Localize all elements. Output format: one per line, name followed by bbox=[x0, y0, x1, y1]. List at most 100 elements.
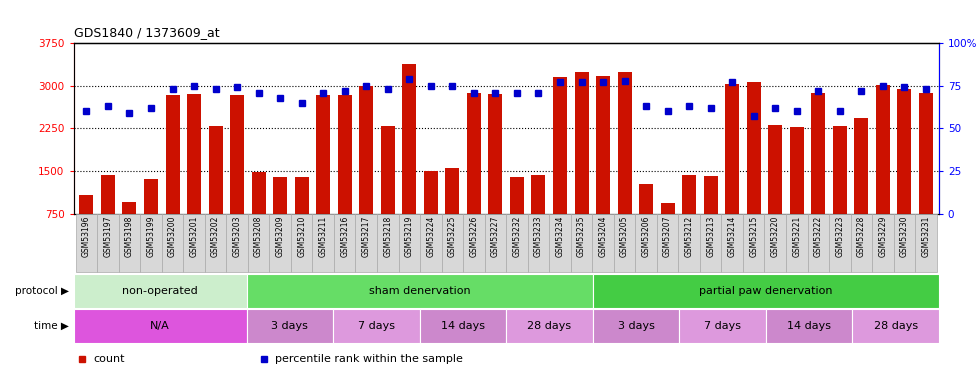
Bar bbox=[97, 214, 119, 272]
Text: GSM53213: GSM53213 bbox=[707, 216, 715, 257]
Text: count: count bbox=[93, 354, 124, 364]
Text: GSM53212: GSM53212 bbox=[685, 216, 694, 257]
Bar bbox=[419, 309, 506, 343]
Bar bbox=[140, 214, 162, 272]
Text: GSM53227: GSM53227 bbox=[491, 216, 500, 257]
Bar bbox=[377, 214, 399, 272]
Text: GSM53218: GSM53218 bbox=[383, 216, 392, 257]
Text: GSM53206: GSM53206 bbox=[642, 216, 651, 257]
Bar bbox=[679, 309, 765, 343]
Bar bbox=[166, 95, 179, 214]
Text: GSM53210: GSM53210 bbox=[297, 216, 306, 257]
Bar bbox=[247, 274, 593, 308]
Bar bbox=[75, 214, 97, 272]
Text: GSM53229: GSM53229 bbox=[878, 216, 887, 257]
Bar bbox=[403, 64, 416, 214]
Text: GSM53201: GSM53201 bbox=[189, 216, 199, 257]
Text: GSM53219: GSM53219 bbox=[405, 216, 414, 257]
Bar bbox=[445, 168, 460, 214]
Text: non-operated: non-operated bbox=[122, 286, 198, 296]
Text: GSM53216: GSM53216 bbox=[340, 216, 349, 257]
Text: 14 days: 14 days bbox=[787, 321, 831, 331]
Text: GSM53217: GSM53217 bbox=[362, 216, 370, 257]
Text: GSM53199: GSM53199 bbox=[146, 216, 156, 257]
Bar bbox=[725, 84, 739, 214]
Text: GSM53197: GSM53197 bbox=[104, 216, 113, 257]
Text: GSM53230: GSM53230 bbox=[900, 216, 908, 257]
Bar bbox=[360, 86, 373, 214]
Bar bbox=[894, 214, 915, 272]
Bar bbox=[876, 85, 890, 214]
Bar bbox=[915, 214, 937, 272]
Text: GSM53203: GSM53203 bbox=[232, 216, 242, 257]
Bar bbox=[853, 309, 939, 343]
Bar bbox=[790, 127, 804, 214]
Text: GSM53221: GSM53221 bbox=[792, 216, 802, 257]
Bar bbox=[919, 93, 933, 214]
Text: N/A: N/A bbox=[150, 321, 170, 331]
Bar bbox=[317, 95, 330, 214]
Bar bbox=[399, 214, 420, 272]
Bar bbox=[593, 274, 939, 308]
Bar bbox=[506, 214, 527, 272]
Text: GSM53207: GSM53207 bbox=[663, 216, 672, 257]
Text: GSM53234: GSM53234 bbox=[556, 216, 564, 257]
Text: GSM53202: GSM53202 bbox=[211, 216, 220, 257]
Bar bbox=[420, 214, 442, 272]
Bar bbox=[574, 72, 589, 214]
Text: GSM53214: GSM53214 bbox=[728, 216, 737, 257]
Bar bbox=[226, 214, 248, 272]
Text: 7 days: 7 days bbox=[704, 321, 741, 331]
Bar bbox=[442, 214, 464, 272]
Bar bbox=[162, 214, 183, 272]
Bar bbox=[183, 214, 205, 272]
Text: GSM53211: GSM53211 bbox=[318, 216, 327, 257]
Text: 28 days: 28 days bbox=[527, 321, 571, 331]
Bar bbox=[682, 174, 696, 214]
Bar bbox=[743, 214, 764, 272]
Bar bbox=[764, 214, 786, 272]
Bar bbox=[613, 214, 635, 272]
Bar bbox=[570, 214, 592, 272]
Bar bbox=[765, 309, 853, 343]
Bar bbox=[872, 214, 894, 272]
Bar bbox=[700, 214, 721, 272]
Text: GSM53225: GSM53225 bbox=[448, 216, 457, 257]
Bar bbox=[230, 95, 244, 214]
Bar bbox=[209, 126, 222, 214]
Bar bbox=[549, 214, 570, 272]
Text: GSM53233: GSM53233 bbox=[534, 216, 543, 257]
Text: 7 days: 7 days bbox=[358, 321, 395, 331]
Bar bbox=[661, 203, 674, 214]
Bar bbox=[119, 214, 140, 272]
Bar bbox=[527, 214, 549, 272]
Text: GSM53232: GSM53232 bbox=[513, 216, 521, 257]
Bar bbox=[252, 172, 266, 214]
Text: 14 days: 14 days bbox=[441, 321, 485, 331]
Bar bbox=[464, 214, 485, 272]
Bar bbox=[101, 175, 115, 214]
Text: GSM53235: GSM53235 bbox=[577, 216, 586, 257]
Text: sham denervation: sham denervation bbox=[368, 286, 470, 296]
Bar bbox=[381, 126, 395, 214]
Bar bbox=[617, 72, 631, 214]
Text: GDS1840 / 1373609_at: GDS1840 / 1373609_at bbox=[74, 26, 220, 39]
Bar bbox=[334, 214, 356, 272]
Bar bbox=[851, 214, 872, 272]
Bar bbox=[811, 93, 825, 214]
Bar bbox=[596, 75, 610, 214]
Bar bbox=[466, 93, 481, 214]
Bar bbox=[898, 89, 911, 214]
Bar bbox=[247, 309, 333, 343]
Bar bbox=[855, 118, 868, 214]
Text: GSM53205: GSM53205 bbox=[620, 216, 629, 257]
Bar bbox=[187, 94, 201, 214]
Bar bbox=[356, 214, 377, 272]
Text: GSM53223: GSM53223 bbox=[835, 216, 845, 257]
Bar bbox=[488, 94, 503, 214]
Bar bbox=[205, 214, 226, 272]
Bar bbox=[553, 77, 567, 214]
Bar bbox=[639, 184, 653, 214]
Bar bbox=[678, 214, 700, 272]
Bar bbox=[808, 214, 829, 272]
